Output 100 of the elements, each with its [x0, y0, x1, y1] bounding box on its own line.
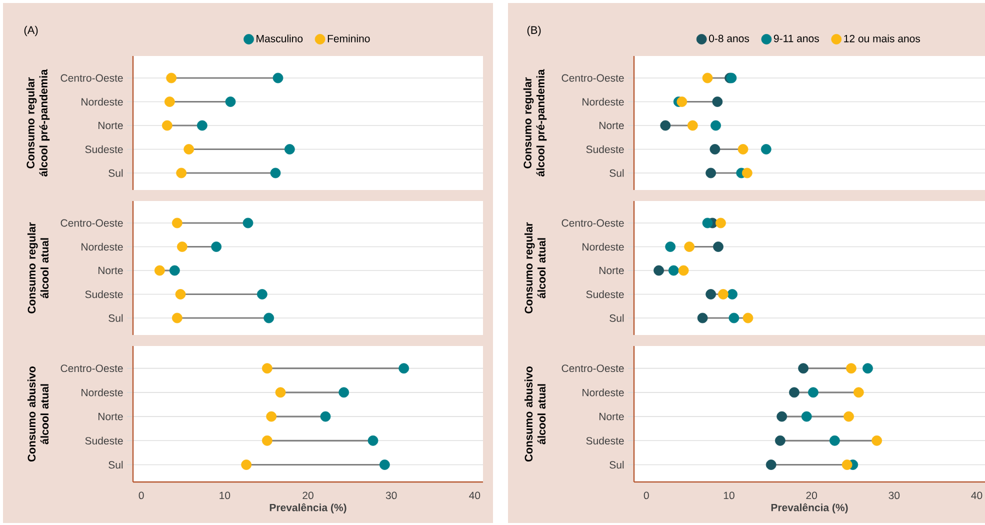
y-tick-label: Sul: [610, 314, 624, 322]
point: [727, 289, 738, 300]
y-tick-label: Sul: [610, 460, 624, 469]
point: [687, 120, 698, 131]
point: [368, 435, 378, 446]
x-tick-label: 0: [644, 492, 649, 500]
point: [211, 242, 222, 252]
point: [668, 265, 679, 276]
point: [713, 242, 724, 252]
y-axis-title: Consumo abusivo álcool atual: [524, 366, 546, 462]
point: [702, 218, 713, 228]
y-axis-title: Consumo regular álcool pré-pandemia: [26, 69, 50, 177]
point: [262, 363, 272, 374]
y-tick-label: Sul: [108, 169, 123, 177]
y-tick-label: Nordeste: [582, 388, 624, 396]
legend-label: 12 ou mais anos: [844, 34, 920, 42]
x-tick-label: 30: [888, 492, 900, 500]
point: [196, 120, 208, 131]
point: [176, 242, 188, 252]
point: [706, 168, 716, 178]
point: [166, 72, 177, 84]
y-tick-label: Nordeste: [82, 388, 123, 396]
point: [872, 435, 882, 446]
point: [660, 120, 671, 131]
y-tick-label: Norte: [98, 266, 123, 274]
y-axis-title: Consumo regular álcool atual: [524, 222, 546, 314]
point: [697, 312, 708, 324]
point: [172, 312, 182, 324]
point: [284, 144, 295, 154]
point: [738, 144, 748, 154]
y-tick-label: Sul: [108, 314, 123, 322]
y-tick-label: Sul: [610, 169, 624, 177]
point: [379, 460, 390, 470]
y-tick-label: Sudeste: [586, 436, 624, 445]
point: [338, 387, 350, 398]
point: [766, 460, 776, 470]
y-tick-label: Sudeste: [586, 290, 624, 298]
x-tick-label: 30: [386, 492, 397, 500]
y-tick-label: Centro-Oeste: [60, 364, 123, 372]
point: [275, 387, 286, 398]
legend-label: 0-8 anos: [709, 34, 750, 42]
point: [801, 411, 812, 422]
x-tick-label: 20: [302, 492, 314, 500]
y-tick-label: Norte: [98, 122, 123, 130]
point: [742, 312, 754, 324]
point: [846, 363, 856, 374]
y-axis-title: Consumo regular álcool pré-pandemia: [523, 69, 547, 177]
x-tick-label: 10: [724, 492, 734, 500]
y-tick-label: Norte: [98, 412, 123, 420]
point: [242, 218, 254, 228]
y-tick-label: Nordeste: [582, 242, 624, 251]
point: [862, 363, 873, 374]
x-tick-label: 20: [806, 492, 817, 500]
y-tick-label: Centro-Oeste: [60, 74, 123, 82]
point: [789, 387, 800, 398]
x-tick-label: 40: [469, 492, 480, 500]
point: [172, 218, 182, 228]
y-tick-label: Norte: [599, 266, 624, 274]
point: [164, 96, 175, 107]
point: [678, 265, 689, 276]
x-axis-title: Prevalência (%): [270, 503, 346, 514]
point: [184, 144, 194, 154]
y-tick-label: Nordeste: [82, 98, 123, 106]
legend-label: Feminino: [328, 34, 370, 42]
x-tick-label: 0: [138, 492, 144, 500]
y-tick-label: Centro-Oeste: [562, 364, 624, 372]
y-tick-label: Nordeste: [82, 242, 123, 251]
text: (A): [24, 26, 38, 36]
y-axis-title: Consumo abusivo álcool atual: [27, 366, 49, 462]
point: [829, 435, 840, 446]
y-tick-label: Norte: [599, 412, 624, 420]
point: [398, 363, 410, 374]
point: [320, 411, 331, 422]
point: [706, 289, 716, 300]
y-tick-label: Sul: [108, 460, 123, 469]
point: [842, 460, 852, 470]
y-tick-label: Sudeste: [85, 436, 123, 445]
point: [162, 120, 172, 131]
point: [710, 120, 721, 131]
point: [241, 460, 252, 470]
point: [272, 72, 284, 84]
legend-label: Masculino: [256, 34, 303, 42]
y-axis-title: Consumo regular álcool atual: [27, 222, 49, 314]
y-tick-label: Centro-Oeste: [562, 74, 624, 82]
point: [256, 289, 268, 300]
point: [684, 242, 695, 252]
point: [266, 411, 277, 422]
y-tick-label: Centro-Oeste: [60, 219, 123, 227]
point: [270, 168, 281, 178]
point: [665, 242, 676, 252]
y-tick-label: Sudeste: [586, 145, 624, 154]
text: (B): [527, 26, 541, 36]
point: [728, 312, 740, 324]
point: [776, 411, 788, 422]
point: [225, 96, 236, 107]
y-tick-label: Sudeste: [85, 145, 123, 154]
point: [742, 168, 752, 178]
legend-label: 9-11 anos: [774, 34, 819, 42]
y-tick-label: Sudeste: [85, 290, 123, 298]
point: [760, 144, 772, 154]
